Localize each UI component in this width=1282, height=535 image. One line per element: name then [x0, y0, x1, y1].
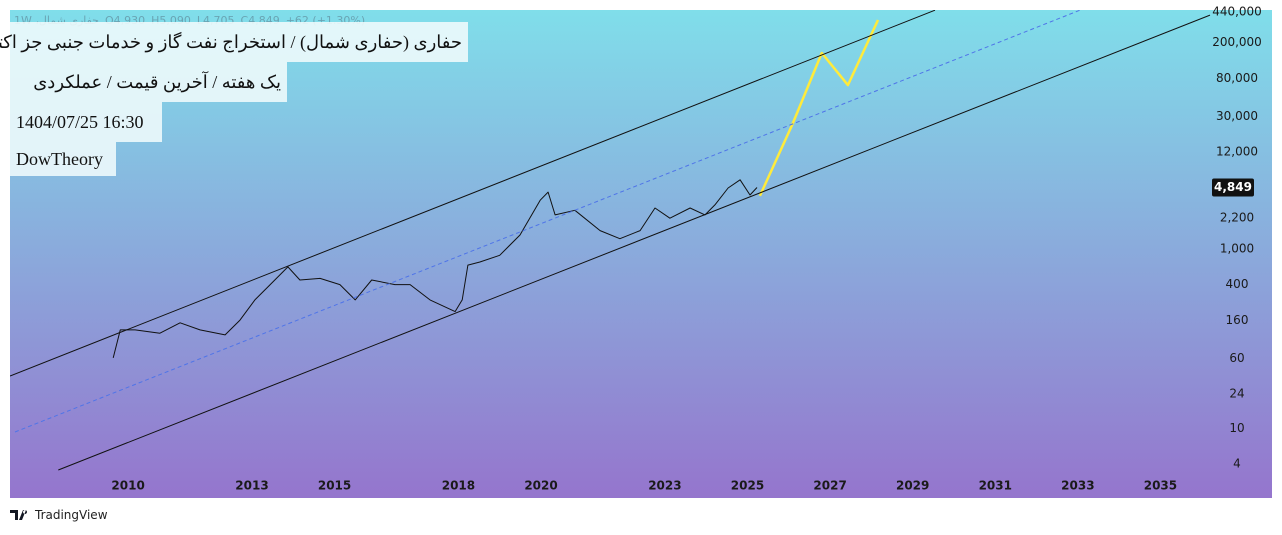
y-tick-label: 30,000: [1216, 109, 1258, 123]
chart-title: حفاری (حفاری شمال) / استخراج نفت گاز و خ…: [0, 22, 468, 62]
brand-logo: [10, 510, 28, 520]
y-tick-label: 440,000: [1212, 4, 1262, 18]
brand-text: TradingView: [35, 508, 108, 522]
chart-subtitle: یک هفته / آخرین قیمت / عملکردی: [10, 62, 287, 102]
x-tick-label: 2025: [731, 479, 764, 493]
y-tick-label: 60: [1229, 351, 1244, 365]
axes: 4 10 24 60 160 400 1,000 2,200 12,000 30,000 80,00…: [111, 4, 1262, 493]
x-tick-label: 2027: [813, 479, 846, 493]
series-line: [58, 14, 1211, 471]
series-line: [112, 179, 758, 359]
y-tick-label: 4: [1233, 456, 1241, 470]
x-tick-label: 2020: [524, 479, 557, 493]
y-tick-label: 80,000: [1216, 71, 1258, 85]
last-price-box: [1212, 178, 1254, 197]
x-tick-label: 2033: [1061, 479, 1094, 493]
series-line: [758, 19, 880, 197]
y-tick-label: 24: [1229, 387, 1244, 401]
x-tick-label: 2013: [235, 479, 268, 493]
y-tick-label: 12,000: [1216, 145, 1258, 159]
timestamp: 1404/07/25 16:30: [10, 102, 162, 142]
x-tick-label: 2023: [648, 479, 681, 493]
y-tick-label: 200,000: [1212, 35, 1262, 49]
y-tick-label: 160: [1226, 313, 1249, 327]
brand: TradingView: [10, 508, 108, 522]
series-line: [10, 10, 936, 377]
series-line: [14, 10, 1081, 433]
y-tick-label: 2,200: [1220, 211, 1254, 225]
y-tick-label: 10: [1229, 421, 1244, 435]
x-tick-label: 2018: [442, 479, 475, 493]
y-tick-label: 1,000: [1220, 241, 1254, 255]
y-tick-label: 400: [1226, 277, 1249, 291]
x-tick-label: 2035: [1144, 479, 1177, 493]
plot-lines: [10, 10, 1211, 471]
author: DowTheory: [10, 142, 116, 176]
x-tick-label: 2031: [979, 479, 1012, 493]
x-tick-label: 2010: [111, 479, 144, 493]
x-tick-label: 2015: [318, 479, 351, 493]
last-price-label: 4,849: [1214, 180, 1252, 194]
x-tick-label: 2029: [896, 479, 929, 493]
